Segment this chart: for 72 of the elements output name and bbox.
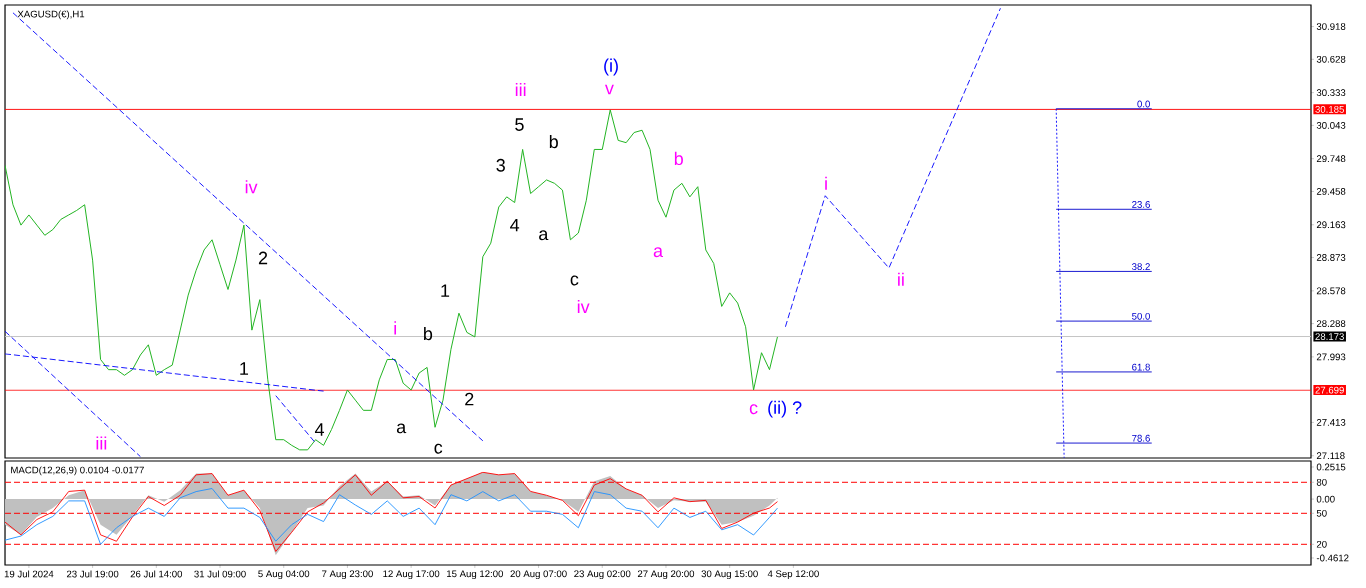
annotation: a	[396, 423, 407, 434]
annotation: c	[749, 404, 758, 415]
y-tick-label: 27.118	[1316, 452, 1345, 460]
annotation: iv	[577, 299, 590, 313]
y-tick-label: -0.4612	[1316, 554, 1349, 562]
x-tick-label: 30 Aug 15:00	[701, 570, 758, 580]
annotation: i	[825, 176, 827, 190]
y-tick-label: 29.458	[1316, 188, 1346, 195]
y-tick-label: 28.873	[1316, 254, 1346, 261]
text: XAGUSD(€),H1	[17, 10, 85, 20]
series-label: 61.8	[1132, 363, 1150, 371]
x-tick-label: 12 Aug 17:00	[383, 570, 440, 580]
annotation: iv	[245, 180, 258, 194]
series-label: 23.6	[1132, 201, 1150, 208]
y-tick-label: 30.043	[1316, 121, 1346, 129]
annotation: b	[549, 134, 558, 149]
y-tick-label: 30.628	[1316, 55, 1346, 63]
series-label: 0.0	[1137, 100, 1150, 108]
annotation: 5	[515, 118, 524, 131]
series-label: 50.0	[1132, 312, 1150, 320]
y-tick-label: 28.288	[1316, 320, 1346, 327]
annotation: 4	[510, 218, 520, 232]
x-tick-label: 15 Aug 12:00	[447, 570, 504, 580]
x-tick-label: 23 Aug 02:00	[574, 570, 631, 580]
x-tick-label: 23 Jul 19:00	[66, 570, 119, 578]
x-tick-label: 7 Aug 23:00	[322, 570, 373, 580]
x-tick-label: 27 Aug 20:00	[637, 570, 695, 580]
y2-tick-label: 50	[1316, 509, 1327, 517]
annotation: 2	[465, 392, 474, 406]
annotation: 1	[240, 362, 249, 375]
annotation: iii	[515, 83, 526, 97]
y-tick-label: 27.993	[1316, 353, 1346, 361]
annotation: a	[539, 230, 549, 241]
annotation: c	[434, 443, 443, 454]
x-tick-label: 26 Jul 14:00	[130, 570, 183, 578]
x-tick-label: 5 Aug 04:00	[258, 570, 310, 580]
line-series	[5, 488, 778, 545]
ref-line-label: 30.185	[1315, 105, 1344, 113]
y2-tick-label: 80	[1316, 478, 1327, 486]
y-tick-label: 29.748	[1316, 155, 1346, 163]
y-tick-label: 0.00	[1316, 495, 1335, 503]
annotation: (i)	[604, 58, 618, 76]
annotation: 2	[258, 251, 268, 265]
y-tick-label: 29.163	[1316, 221, 1346, 229]
x-tick-label: 31 Jul 09:00	[194, 570, 246, 578]
annotation: b	[674, 151, 683, 166]
annotation: (ii) ?	[768, 400, 802, 418]
series-label: 78.6	[1132, 434, 1150, 442]
line-series	[784, 7, 1001, 328]
series-label: 38.2	[1132, 263, 1150, 271]
text: MACD(12,26,9) 0.0104 -0.0177	[11, 466, 144, 476]
y2-tick-label: 20	[1316, 540, 1327, 548]
annotation: v	[604, 84, 614, 95]
annotation: 1	[441, 284, 450, 297]
y-tick-label: 30.918	[1316, 23, 1346, 30]
annotation: i	[394, 321, 397, 335]
annotation: 3	[496, 158, 505, 172]
annotation: c	[570, 275, 579, 286]
y-tick-label: 27.413	[1316, 419, 1346, 426]
ref-line-label: 28.173	[1315, 333, 1344, 340]
annotation: iii	[96, 436, 107, 450]
x-tick-label: 20 Aug 07:00	[510, 570, 567, 580]
annotation: a	[653, 247, 664, 258]
annotation: 4	[314, 423, 325, 436]
annotation: b	[424, 326, 433, 341]
annotation: ii	[898, 272, 904, 286]
y-tick-label: 0.2515	[1316, 463, 1346, 471]
x-tick-label: 4 Sep 12:00	[767, 570, 819, 580]
ref-line-label: 27.699	[1315, 386, 1344, 394]
y-tick-label: 28.578	[1316, 287, 1346, 295]
x-tick-label: 19 Jul 2024	[4, 570, 54, 578]
y-tick-label: 30.333	[1316, 89, 1346, 97]
